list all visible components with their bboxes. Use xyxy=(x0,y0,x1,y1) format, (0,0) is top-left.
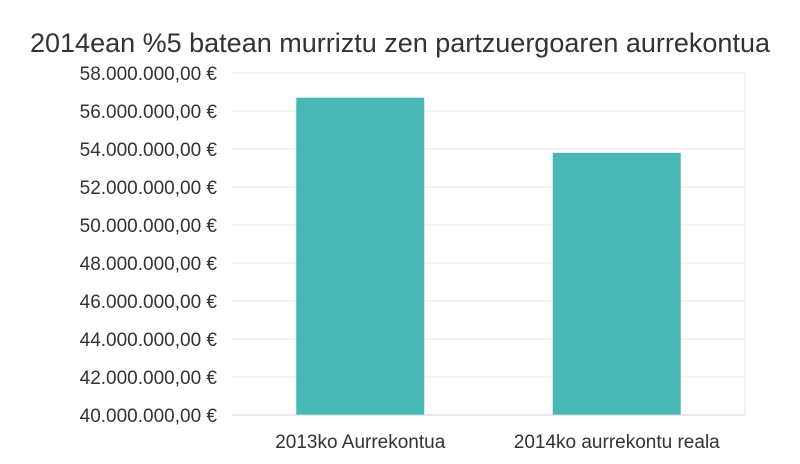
y-tick-label: 56.000.000,00 € xyxy=(80,102,218,123)
x-axis-category-labels: 2013ko Aurrekontua 2014ko aurrekontu real… xyxy=(275,432,720,453)
y-tick-label: 52.000.000,00 € xyxy=(80,178,218,199)
chart-title: 2014ean %5 batean murriztu zen partzuerg… xyxy=(30,28,771,58)
y-tick-label: 48.000.000,00 € xyxy=(80,254,218,275)
y-tick-label: 44.000.000,00 € xyxy=(80,330,218,351)
bars xyxy=(296,97,681,416)
y-tick-label: 50.000.000,00 € xyxy=(80,216,218,237)
y-tick-label: 40.000.000,00 € xyxy=(80,406,218,427)
y-tick-label: 42.000.000,00 € xyxy=(80,368,218,389)
x-category-label: 2013ko Aurrekontua xyxy=(275,432,446,453)
bar-0 xyxy=(296,97,425,415)
y-tick-label: 46.000.000,00 € xyxy=(80,292,218,313)
y-tick-label: 58.000.000,00 € xyxy=(80,64,218,85)
y-tick-label: 54.000.000,00 € xyxy=(80,140,218,161)
y-axis-tick-labels: 40.000.000,00 € 42.000.000,00 € 44.000.000… xyxy=(80,64,218,427)
x-category-label: 2014ko aurrekontu reala xyxy=(514,432,720,453)
bar-1 xyxy=(552,152,681,416)
